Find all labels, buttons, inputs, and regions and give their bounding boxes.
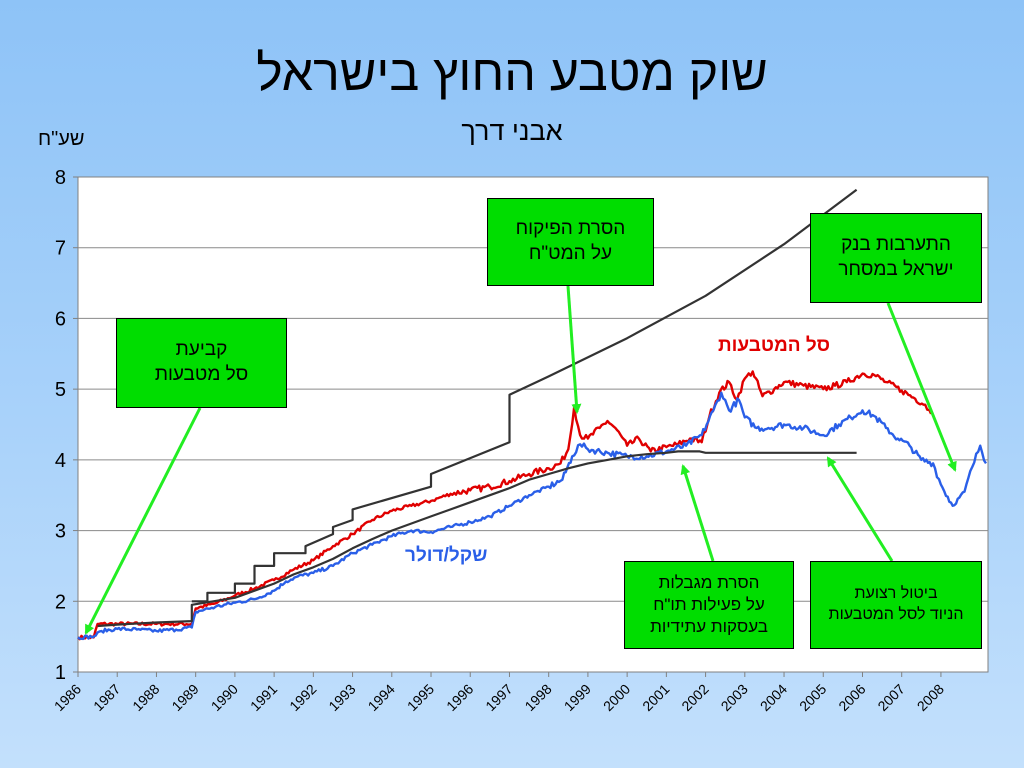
callout-cancel-band: ביטול רצועת הניוד לסל המטבעות	[810, 561, 982, 649]
y-tick-label: 3	[55, 521, 66, 543]
x-tick-label: 1986	[51, 681, 84, 714]
x-tick-label: 1995	[404, 681, 437, 714]
callout-arrow	[886, 302, 957, 472]
series-line-usd	[77, 391, 988, 641]
slide-subtitle: אבני דרך	[461, 116, 563, 146]
y-tick-label: 8	[55, 167, 66, 189]
callout-remove-control: הסרת הפיקוח על המט"ח	[487, 198, 654, 286]
callout-line: ישראל במסחר	[838, 259, 954, 280]
series-line-band-lower	[97, 450, 857, 628]
callout-arrow	[826, 456, 894, 562]
x-tick-label: 2005	[796, 681, 829, 714]
x-tick-label: 1996	[443, 681, 476, 714]
x-tick-label: 1991	[247, 681, 280, 714]
callout-basket-fixing: קביעת סל מטבעות	[116, 318, 287, 408]
x-tick-label: 2001	[639, 681, 672, 714]
callout-line: התערבות בנק	[841, 234, 951, 256]
x-tick-label: 2008	[914, 681, 947, 714]
y-axis-unit-label: שע"ח	[38, 128, 85, 150]
callout-arrow	[680, 464, 715, 562]
callout-line: הסרת הפיקוח	[515, 218, 626, 240]
callout-line: על המט"ח	[528, 243, 613, 264]
x-tick-label: 1999	[561, 681, 594, 714]
x-tick-label: 1993	[325, 681, 358, 714]
x-tick-label: 2006	[835, 681, 868, 714]
callout-remove-limits: הסרת מגבלות על פעילות תו"ח בעסקות עתידיו…	[624, 561, 794, 649]
callout-line: על פעילות תו"ח	[653, 594, 765, 614]
callout-boi-intervention: התערבות בנק ישראל במסחר	[810, 213, 982, 303]
series-label-basket: סל המטבעות	[718, 335, 831, 356]
x-tick-label: 1997	[482, 681, 515, 714]
y-tick-label: 7	[55, 238, 66, 260]
y-tick-label: 4	[55, 450, 66, 472]
callout-arrow	[566, 285, 582, 414]
x-tick-label: 2002	[678, 681, 711, 714]
x-tick-label: 1990	[208, 681, 241, 714]
x-tick-label: 1992	[286, 681, 319, 714]
x-tick-label: 1994	[365, 681, 398, 714]
x-tick-label: 2003	[718, 681, 751, 714]
callout-line: סל מטבעות	[154, 364, 249, 385]
y-tick-label: 5	[55, 379, 66, 401]
x-tick-label: 1987	[90, 681, 123, 714]
callout-arrow	[84, 407, 202, 635]
callout-line: הסרת מגבלות	[658, 572, 760, 592]
x-tick-label: 1989	[168, 681, 201, 714]
x-tick-label: 2007	[874, 681, 907, 714]
series-label-usd: שקל/דולר	[405, 545, 488, 566]
callout-line: הניוד לסל המטבעות	[828, 606, 964, 623]
callout-line: קביעת	[175, 339, 228, 361]
series-line-band-upper	[191, 188, 858, 603]
slide-title: שוק מטבע החוץ בישראל	[256, 45, 768, 101]
callout-line: בעסקות עתידיות	[650, 617, 768, 637]
x-tick-label: 2004	[757, 681, 790, 714]
x-tick-label: 2000	[600, 681, 633, 714]
y-tick-label: 1	[55, 662, 66, 684]
x-tick-label: 1988	[129, 681, 162, 714]
x-tick-label: 1998	[521, 681, 554, 714]
y-tick-label: 2	[55, 591, 66, 613]
y-tick-label: 6	[55, 308, 66, 330]
callout-line: ביטול רצועת	[854, 585, 938, 603]
